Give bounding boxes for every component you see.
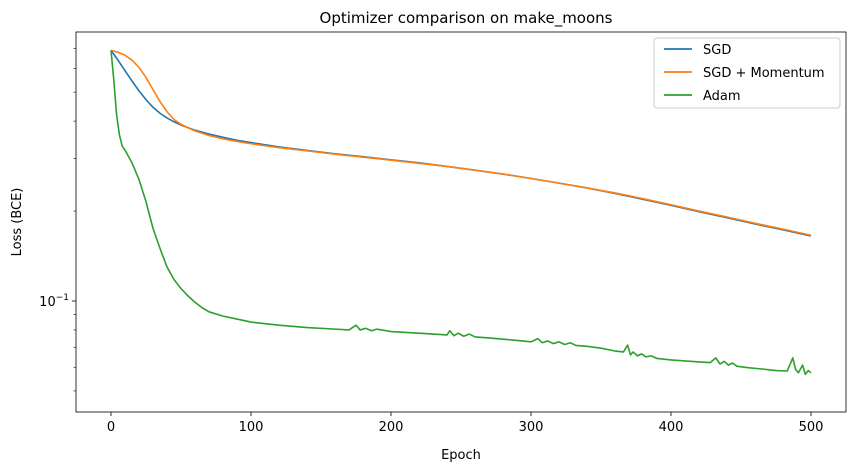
x-tick-label: 500	[799, 420, 824, 435]
legend-label-adam: Adam	[703, 89, 741, 104]
x-tick-label: 0	[107, 420, 115, 435]
x-tick-label: 100	[239, 420, 264, 435]
legend: SGD SGD + Momentum Adam	[653, 37, 841, 109]
x-tick-label: 200	[379, 420, 404, 435]
legend-box	[653, 37, 841, 109]
y-axis-ticks: 10−1	[39, 48, 76, 392]
series-line-sgd-momentum	[110, 49, 812, 237]
legend-label-sgd: SGD	[703, 43, 731, 58]
x-axis-ticks: 0 100 200 300 400 500	[107, 412, 824, 435]
plot-frame	[75, 31, 847, 413]
series-line-adam	[110, 50, 812, 376]
series-layer	[110, 49, 812, 376]
y-tick-label: 10−1	[39, 293, 69, 310]
x-tick-label: 300	[519, 420, 544, 435]
x-axis-label: Epoch	[441, 448, 481, 463]
chart-title: Optimizer comparison on make_moons	[320, 9, 613, 28]
x-tick-label: 400	[659, 420, 684, 435]
legend-label-sgd-momentum: SGD + Momentum	[703, 66, 825, 81]
y-axis-label: Loss (BCE)	[10, 188, 25, 257]
